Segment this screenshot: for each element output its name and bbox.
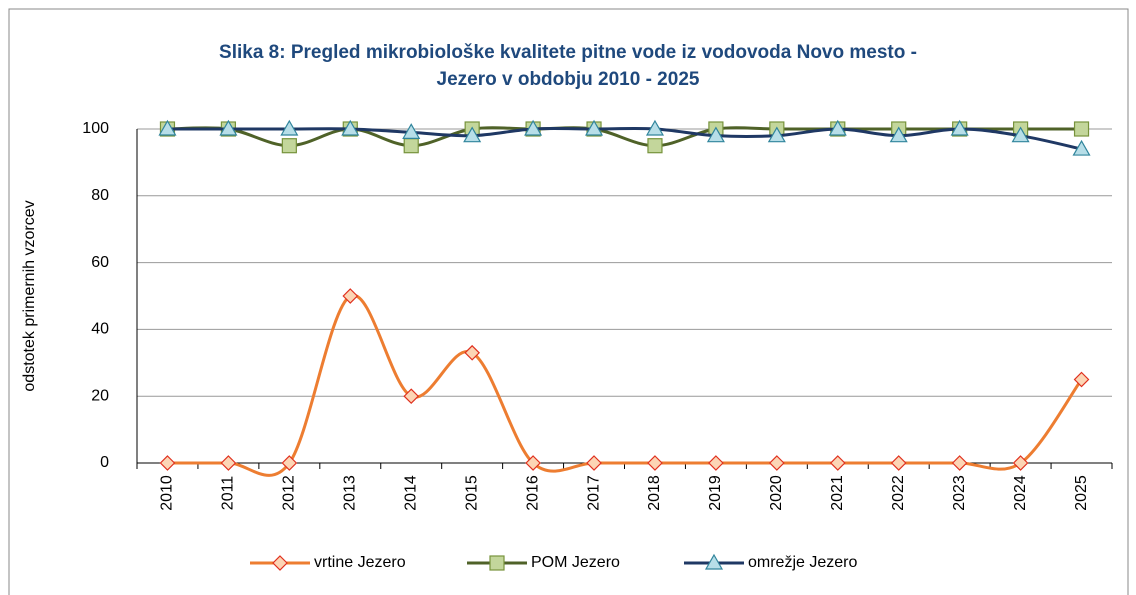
marker xyxy=(464,344,481,361)
series-line xyxy=(167,293,1083,477)
marker xyxy=(645,119,665,136)
x-tick-label: 2012 xyxy=(281,475,298,511)
marker xyxy=(403,388,420,405)
x-tick-label: 2019 xyxy=(707,475,724,511)
x-tick-label: 2014 xyxy=(402,475,419,511)
marker xyxy=(889,126,908,143)
chart-title: Slika 8: Pregled mikrobiološke kvalitete… xyxy=(219,42,917,63)
marker xyxy=(768,455,785,471)
marker xyxy=(586,455,602,471)
marker xyxy=(767,126,786,143)
marker xyxy=(890,455,907,471)
x-tick-label: 2018 xyxy=(646,475,663,511)
legend-label: vrtine Jezero xyxy=(314,554,406,571)
marker xyxy=(1072,139,1091,156)
marker xyxy=(950,119,969,136)
series-line xyxy=(167,127,1082,151)
marker xyxy=(828,119,847,136)
marker xyxy=(403,138,419,154)
marker xyxy=(708,455,724,471)
x-tick-label: 2017 xyxy=(585,475,602,511)
legend-marker xyxy=(272,555,288,571)
marker xyxy=(525,455,541,471)
y-tick-label: 20 xyxy=(91,387,109,404)
marker xyxy=(647,455,663,471)
y-tick-label: 80 xyxy=(91,187,109,204)
x-tick-label: 2010 xyxy=(159,475,176,511)
series-line xyxy=(167,126,1082,148)
marker xyxy=(280,119,299,136)
marker xyxy=(219,119,238,136)
chart-frame xyxy=(8,8,1129,595)
legend-marker xyxy=(489,555,505,571)
marker xyxy=(159,455,176,471)
chart-title: Jezero v obdobju 2010 - 2025 xyxy=(437,69,700,90)
marker xyxy=(584,119,604,136)
x-tick-label: 2022 xyxy=(890,475,907,511)
marker xyxy=(281,138,297,154)
marker xyxy=(647,138,663,154)
x-tick-label: 2011 xyxy=(220,476,237,511)
x-tick-label: 2015 xyxy=(463,475,480,511)
marker xyxy=(1073,121,1090,137)
x-tick-label: 2013 xyxy=(342,475,359,511)
y-tick-label: 100 xyxy=(82,120,109,137)
x-tick-label: 2021 xyxy=(829,475,846,511)
x-tick-label: 2020 xyxy=(768,475,785,511)
marker xyxy=(402,123,421,139)
marker xyxy=(463,126,482,143)
x-tick-label: 2023 xyxy=(951,475,968,511)
marker xyxy=(829,455,846,471)
marker xyxy=(1073,371,1090,388)
x-tick-label: 2016 xyxy=(524,475,541,511)
y-axis-label: odstotek primernih vzorcev xyxy=(21,200,38,391)
marker xyxy=(281,455,298,471)
marker xyxy=(341,119,360,136)
y-tick-label: 0 xyxy=(100,454,109,471)
marker xyxy=(951,455,968,471)
marker xyxy=(220,455,237,471)
y-tick-label: 60 xyxy=(91,254,109,271)
marker xyxy=(1012,455,1029,471)
x-tick-label: 2025 xyxy=(1073,475,1090,511)
marker xyxy=(1011,126,1030,143)
marker xyxy=(342,288,359,304)
legend-label: POM Jezero xyxy=(531,554,620,571)
x-tick-label: 2024 xyxy=(1012,475,1029,511)
marker xyxy=(158,119,177,136)
marker xyxy=(524,119,543,136)
legend-label: omrežje Jezero xyxy=(748,554,857,571)
marker xyxy=(706,126,725,143)
legend-marker xyxy=(704,553,724,570)
y-tick-label: 40 xyxy=(91,321,109,338)
